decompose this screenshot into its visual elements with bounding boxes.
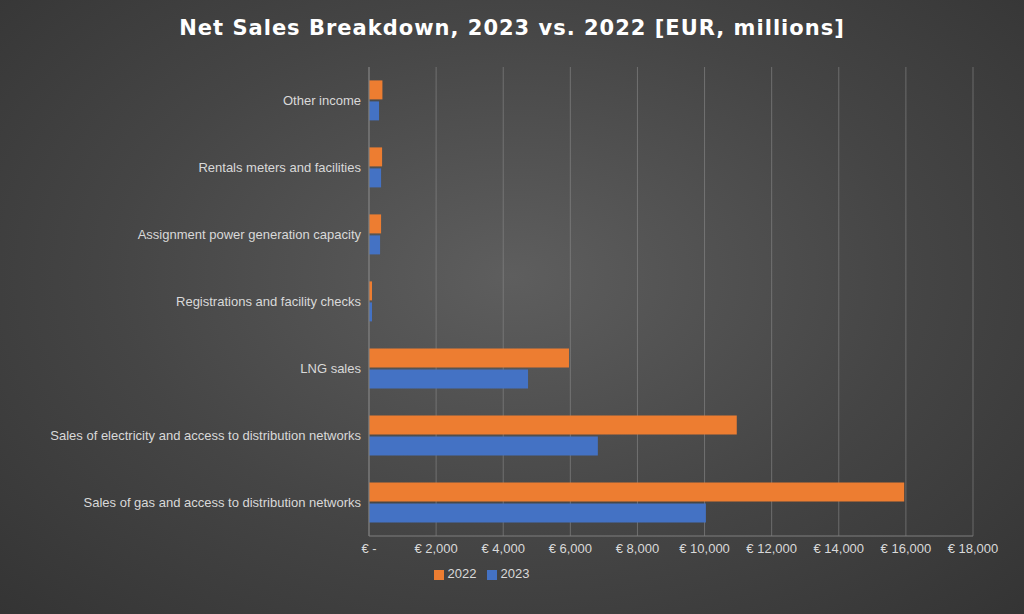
svg-text:€ 14,000: € 14,000 [813, 541, 864, 556]
svg-text:€ 6,000: € 6,000 [549, 541, 592, 556]
svg-text:€ 16,000: € 16,000 [881, 541, 932, 556]
html-text:2022: 2022 [447, 566, 477, 581]
svg-text:Sales of electricity and acces: Sales of electricity and access to distr… [50, 428, 361, 443]
svg-text:Other income: Other income [283, 93, 361, 108]
svg-text:€ 4,000: € 4,000 [482, 541, 525, 556]
svg-text:€ 2,000: € 2,000 [414, 541, 457, 556]
html-text:Net Sales Breakdown, 2023 vs.: Net Sales Breakdown, 2023 vs. 2022 [EUR,… [179, 16, 845, 40]
svg-text:Assignment power generation ca: Assignment power generation capacity [138, 227, 362, 242]
svg-text:€ -: € - [361, 541, 376, 556]
svg-text:Registrations and facility che: Registrations and facility checks [176, 294, 361, 309]
svg-text:€ 10,000: € 10,000 [679, 541, 730, 556]
svg-text:Sales of gas and access to dis: Sales of gas and access to distribution … [84, 495, 362, 510]
svg-text:Rentals meters and facilities: Rentals meters and facilities [198, 160, 361, 175]
svg-text:€ 8,000: € 8,000 [616, 541, 659, 556]
svg-text:LNG sales: LNG sales [300, 361, 361, 376]
html-text:2023: 2023 [500, 566, 530, 581]
svg-text:€ 12,000: € 12,000 [746, 541, 797, 556]
svg-text:€ 18,000: € 18,000 [948, 541, 999, 556]
